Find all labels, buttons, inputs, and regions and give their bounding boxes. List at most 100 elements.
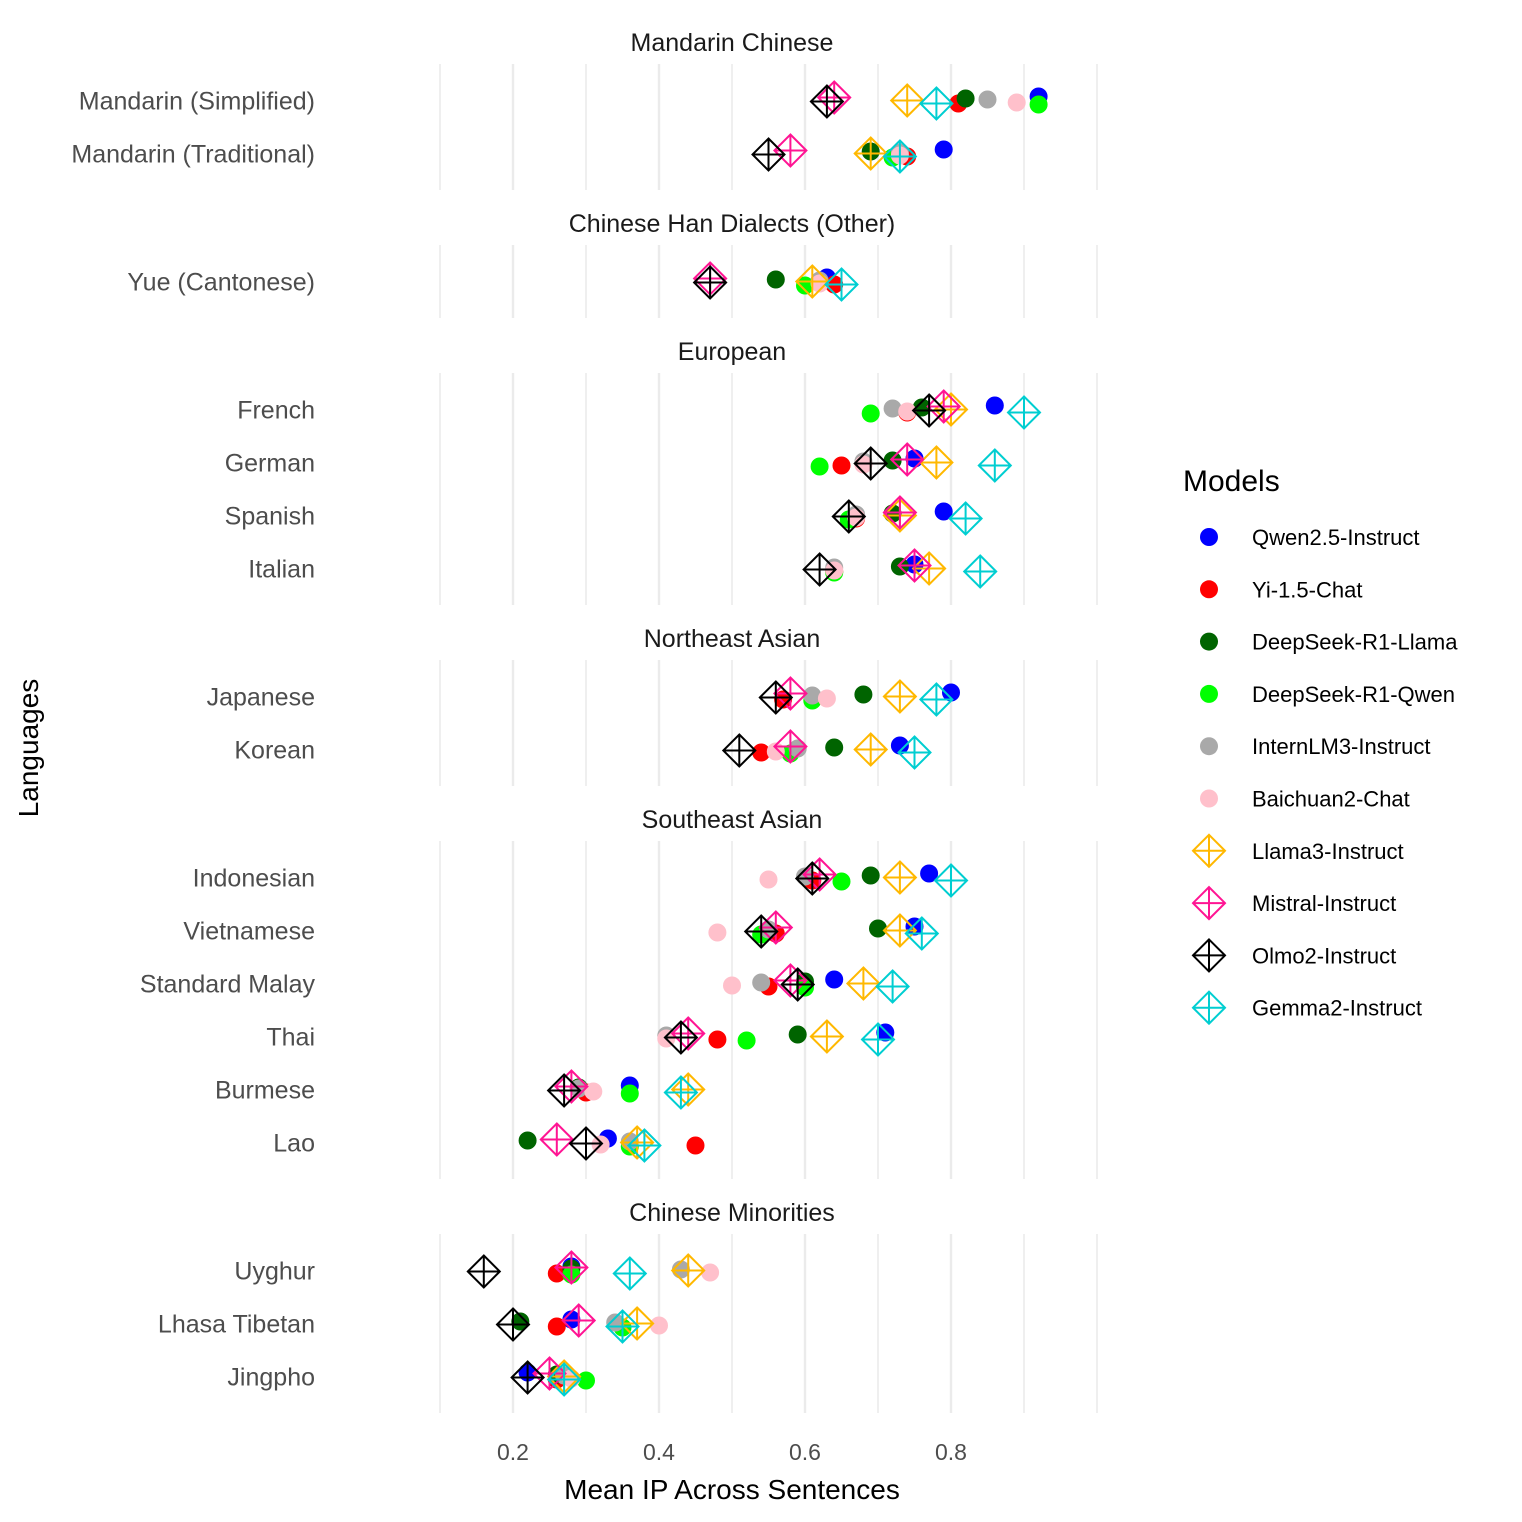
- point-deepseek-r1-qwen: [737, 1031, 756, 1050]
- language-label: Indonesian: [193, 865, 315, 893]
- panel-title: Northeast Asian: [644, 625, 821, 653]
- row-lhasa-tibetan: Lhasa Tibetan: [158, 1303, 668, 1344]
- point-deepseek-r1-qwen: [861, 404, 880, 423]
- point-baichuan2-chat: [1007, 93, 1026, 112]
- legend-item-llama3-instruct: Llama3-Instruct: [1191, 833, 1404, 869]
- row-french: French: [237, 389, 1042, 430]
- point-olmo2-instruct: [721, 733, 757, 768]
- point-gemma2-instruct: [882, 139, 918, 174]
- row-indonesian: Indonesian: [193, 857, 969, 898]
- legend-item-deepseek-r1-qwen: DeepSeek-R1-Qwen: [1200, 682, 1455, 707]
- point-mistral-instruct: [802, 857, 838, 892]
- panel-title: Southeast Asian: [642, 806, 823, 834]
- point-deepseek-r1-llama: [518, 1131, 537, 1150]
- language-label: Lhasa Tibetan: [158, 1311, 315, 1339]
- point-olmo2-instruct: [911, 393, 947, 428]
- point-olmo2-instruct: [692, 265, 728, 300]
- x-tick-label: 0.8: [935, 1439, 967, 1465]
- point-deepseek-r1-qwen: [1029, 95, 1048, 114]
- point-baichuan2-chat: [723, 976, 741, 995]
- point-baichuan2-chat: [810, 274, 829, 293]
- point-qwen2-5-instruct: [934, 502, 953, 521]
- point-gemma2-instruct: [918, 682, 954, 717]
- legend-label: InternLM3-Instruct: [1252, 734, 1431, 759]
- point-yi-1-5-chat: [547, 1264, 566, 1283]
- row-uyghur: Uyghur: [234, 1250, 720, 1291]
- legend-label: Gemma2-Instruct: [1252, 996, 1422, 1021]
- point-yi-1-5-chat: [708, 1030, 727, 1049]
- point-olmo2-instruct: [794, 861, 830, 896]
- point-qwen2-5-instruct: [985, 396, 1004, 415]
- panel-gridlines: [439, 245, 1098, 318]
- y-axis-title: Languages: [13, 679, 44, 818]
- point-yi-1-5-chat: [752, 743, 771, 762]
- point-gemma2-instruct: [626, 1128, 662, 1163]
- point-qwen2-5-instruct: [942, 683, 960, 702]
- point-deepseek-r1-qwen: [620, 1084, 639, 1103]
- legend-key-deepseek-r1-llama: [1200, 632, 1218, 651]
- point-baichuan2-chat: [759, 870, 778, 889]
- row-mandarin-traditional: Mandarin (Traditional): [71, 133, 953, 174]
- point-olmo2-instruct: [510, 1360, 546, 1395]
- point-llama3-instruct: [809, 1019, 845, 1054]
- point-llama3-instruct: [670, 1253, 706, 1288]
- language-label: Yue (Cantonese): [127, 269, 315, 297]
- point-olmo2-instruct: [546, 1073, 582, 1108]
- row-japanese: Japanese: [207, 676, 960, 717]
- legend-item-deepseek-r1-llama: DeepSeek-R1-Llama: [1200, 630, 1458, 655]
- legend-label: Llama3-Instruct: [1252, 839, 1404, 864]
- point-deepseek-r1-llama: [766, 270, 785, 289]
- legend-item-olmo2-instruct: Olmo2-Instruct: [1191, 937, 1396, 973]
- point-deepseek-r1-qwen: [796, 978, 814, 997]
- language-label: Korean: [234, 737, 315, 765]
- point-llama3-instruct: [845, 966, 881, 1001]
- legend-label: Qwen2.5-Instruct: [1252, 525, 1420, 550]
- point-llama3-instruct: [853, 136, 889, 171]
- point-mistral-instruct: [772, 963, 808, 998]
- panel-title: European: [678, 338, 786, 366]
- point-mistral-instruct: [772, 729, 808, 764]
- x-axis: 0.2 0.4 0.6 0.8: [497, 1439, 967, 1465]
- row-korean: Korean: [234, 729, 932, 770]
- legend-item-mistral-instruct: Mistral-Instruct: [1191, 885, 1396, 921]
- language-label: Mandarin (Simplified): [79, 88, 315, 116]
- row-spanish: Spanish: [225, 495, 984, 536]
- point-llama3-instruct: [911, 551, 947, 586]
- point-llama3-instruct: [882, 860, 918, 895]
- x-tick-label: 0.4: [643, 1439, 675, 1465]
- point-llama3-instruct: [882, 913, 918, 948]
- point-mistral-instruct: [816, 80, 852, 115]
- point-olmo2-instruct: [809, 84, 845, 119]
- language-label: French: [237, 397, 315, 425]
- point-deepseek-r1-llama: [825, 738, 844, 757]
- point-gemma2-instruct: [904, 916, 940, 951]
- point-baichuan2-chat: [584, 1082, 603, 1101]
- language-label: Uyghur: [234, 1258, 315, 1286]
- x-tick-label: 0.6: [789, 1439, 821, 1465]
- panel-title: Mandarin Chinese: [631, 29, 834, 57]
- legend-label: Mistral-Instruct: [1252, 891, 1396, 916]
- point-deepseek-r1-llama: [788, 1025, 807, 1044]
- point-olmo2-instruct: [853, 446, 889, 481]
- legend-key-llama3-instruct: [1191, 833, 1227, 869]
- legend-item-internlm3-instruct: InternLM3-Instruct: [1200, 734, 1431, 759]
- point-gemma2-instruct: [663, 1075, 699, 1110]
- point-gemma2-instruct: [933, 863, 969, 898]
- point-baichuan2-chat: [817, 689, 836, 708]
- panel-gridlines: [439, 841, 1098, 1179]
- point-yi-1-5-chat: [832, 456, 851, 475]
- point-mistral-instruct: [670, 1016, 706, 1051]
- legend-title: Models: [1183, 465, 1280, 498]
- point-mistral-instruct: [772, 676, 808, 711]
- legend-key-qwen2-5-instruct: [1200, 528, 1218, 546]
- panel-title: Chinese Minorities: [629, 1199, 835, 1227]
- point-olmo2-instruct: [751, 137, 786, 172]
- panel-gridlines: [439, 1234, 1098, 1413]
- point-mistral-instruct: [553, 1069, 589, 1104]
- panel-european: European French German Spanish Italian: [225, 338, 1098, 605]
- legend-label: Olmo2-Instruct: [1252, 943, 1396, 968]
- point-qwen2-5-instruct: [920, 864, 939, 883]
- language-label: German: [225, 450, 315, 478]
- point-gemma2-instruct: [860, 1022, 896, 1057]
- point-internlm3-instruct: [759, 920, 778, 939]
